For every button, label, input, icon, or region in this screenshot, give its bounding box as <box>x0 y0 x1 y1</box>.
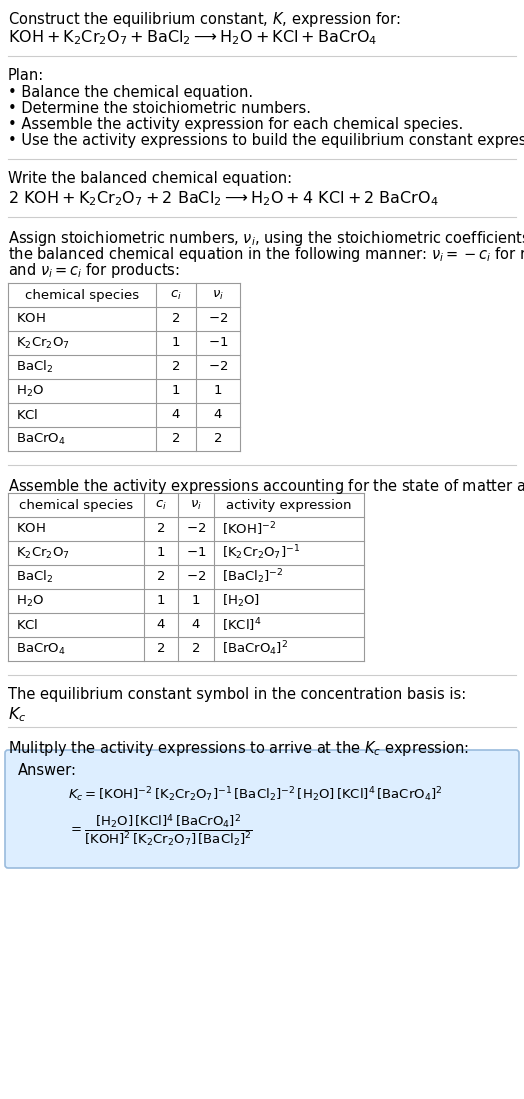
Bar <box>8 284 240 451</box>
Text: The equilibrium constant symbol in the concentration basis is:: The equilibrium constant symbol in the c… <box>8 687 466 702</box>
Text: $-2$: $-2$ <box>186 570 206 584</box>
Text: $K_c = [\mathrm{KOH}]^{-2}\,[\mathrm{K_2Cr_2O_7}]^{-1}\,[\mathrm{BaCl_2}]^{-2}\,: $K_c = [\mathrm{KOH}]^{-2}\,[\mathrm{K_2… <box>68 785 443 803</box>
Text: Mulitply the activity expressions to arrive at the $K_c$ expression:: Mulitply the activity expressions to arr… <box>8 739 469 758</box>
Text: 1: 1 <box>157 595 165 608</box>
Text: $\mathrm{KCl}$: $\mathrm{KCl}$ <box>16 408 38 422</box>
Text: 2: 2 <box>172 312 180 325</box>
Text: 1: 1 <box>214 385 222 398</box>
Text: 4: 4 <box>157 619 165 632</box>
Text: Construct the equilibrium constant, $K$, expression for:: Construct the equilibrium constant, $K$,… <box>8 10 401 29</box>
Bar <box>8 493 364 660</box>
Text: $\mathrm{BaCl_2}$: $\mathrm{BaCl_2}$ <box>16 359 53 375</box>
Text: activity expression: activity expression <box>226 499 352 511</box>
Text: chemical species: chemical species <box>19 499 133 511</box>
Text: 1: 1 <box>192 595 200 608</box>
Text: $-2$: $-2$ <box>186 522 206 535</box>
Text: $\mathrm{BaCl_2}$: $\mathrm{BaCl_2}$ <box>16 569 53 585</box>
Text: 2: 2 <box>157 570 165 584</box>
Text: $\nu_i$: $\nu_i$ <box>190 499 202 511</box>
Text: $c_i$: $c_i$ <box>170 288 182 301</box>
Text: $\mathrm{KCl}$: $\mathrm{KCl}$ <box>16 618 38 632</box>
Text: Assign stoichiometric numbers, $\nu_i$, using the stoichiometric coefficients, $: Assign stoichiometric numbers, $\nu_i$, … <box>8 229 524 248</box>
Text: the balanced chemical equation in the following manner: $\nu_i = -c_i$ for react: the balanced chemical equation in the fo… <box>8 245 524 264</box>
Text: 1: 1 <box>172 385 180 398</box>
Text: $[\mathrm{KOH}]^{-2}$: $[\mathrm{KOH}]^{-2}$ <box>222 520 276 537</box>
Text: 4: 4 <box>192 619 200 632</box>
Text: $[\mathrm{K_2Cr_2O_7}]^{-1}$: $[\mathrm{K_2Cr_2O_7}]^{-1}$ <box>222 544 300 563</box>
Text: $\mathrm{H_2O}$: $\mathrm{H_2O}$ <box>16 384 44 399</box>
Text: 2: 2 <box>157 522 165 535</box>
Text: 4: 4 <box>214 409 222 422</box>
Text: 4: 4 <box>172 409 180 422</box>
Text: $\mathrm{BaCrO_4}$: $\mathrm{BaCrO_4}$ <box>16 432 66 446</box>
Text: $-1$: $-1$ <box>186 546 206 559</box>
Text: • Use the activity expressions to build the equilibrium constant expression.: • Use the activity expressions to build … <box>8 133 524 148</box>
Text: $\mathrm{KOH + K_2Cr_2O_7 + BaCl_2 \longrightarrow H_2O + KCl + BaCrO_4}$: $\mathrm{KOH + K_2Cr_2O_7 + BaCl_2 \long… <box>8 27 377 46</box>
Text: 2: 2 <box>157 643 165 655</box>
Text: $\mathrm{2\ KOH + K_2Cr_2O_7 + 2\ BaCl_2 \longrightarrow H_2O + 4\ KCl + 2\ BaCr: $\mathrm{2\ KOH + K_2Cr_2O_7 + 2\ BaCl_2… <box>8 189 439 208</box>
Text: • Assemble the activity expression for each chemical species.: • Assemble the activity expression for e… <box>8 116 463 132</box>
Text: 2: 2 <box>172 433 180 445</box>
Text: $\mathrm{K_2Cr_2O_7}$: $\mathrm{K_2Cr_2O_7}$ <box>16 335 70 351</box>
Text: $\nu_i$: $\nu_i$ <box>212 288 224 301</box>
Text: $-1$: $-1$ <box>208 336 228 349</box>
Text: 1: 1 <box>172 336 180 349</box>
Text: $= \dfrac{[\mathrm{H_2O}]\,[\mathrm{KCl}]^4\,[\mathrm{BaCrO_4}]^2}{[\mathrm{KOH}: $= \dfrac{[\mathrm{H_2O}]\,[\mathrm{KCl}… <box>68 813 253 850</box>
Text: $\mathrm{KOH}$: $\mathrm{KOH}$ <box>16 522 46 535</box>
FancyBboxPatch shape <box>5 750 519 868</box>
Text: $-2$: $-2$ <box>208 312 228 325</box>
Text: and $\nu_i = c_i$ for products:: and $\nu_i = c_i$ for products: <box>8 260 180 280</box>
Text: $[\mathrm{BaCl_2}]^{-2}$: $[\mathrm{BaCl_2}]^{-2}$ <box>222 568 283 587</box>
Text: $[\mathrm{H_2O}]$: $[\mathrm{H_2O}]$ <box>222 593 260 609</box>
Text: Write the balanced chemical equation:: Write the balanced chemical equation: <box>8 171 292 186</box>
Text: $[\mathrm{KCl}]^4$: $[\mathrm{KCl}]^4$ <box>222 617 261 634</box>
Text: Answer:: Answer: <box>18 763 77 778</box>
Text: $-2$: $-2$ <box>208 360 228 374</box>
Text: $\mathrm{BaCrO_4}$: $\mathrm{BaCrO_4}$ <box>16 642 66 656</box>
Text: $c_i$: $c_i$ <box>155 499 167 511</box>
Text: $\mathrm{KOH}$: $\mathrm{KOH}$ <box>16 312 46 325</box>
Text: chemical species: chemical species <box>25 289 139 301</box>
Text: Assemble the activity expressions accounting for the state of matter and $\nu_i$: Assemble the activity expressions accoun… <box>8 477 524 496</box>
Text: $\mathrm{H_2O}$: $\mathrm{H_2O}$ <box>16 593 44 609</box>
Text: 1: 1 <box>157 546 165 559</box>
Text: 2: 2 <box>172 360 180 374</box>
Text: • Balance the chemical equation.: • Balance the chemical equation. <box>8 85 253 100</box>
Text: Plan:: Plan: <box>8 68 44 84</box>
Text: $[\mathrm{BaCrO_4}]^2$: $[\mathrm{BaCrO_4}]^2$ <box>222 640 288 658</box>
Text: 2: 2 <box>192 643 200 655</box>
Text: 2: 2 <box>214 433 222 445</box>
Text: $K_c$: $K_c$ <box>8 704 26 724</box>
Text: • Determine the stoichiometric numbers.: • Determine the stoichiometric numbers. <box>8 101 311 116</box>
Text: $\mathrm{K_2Cr_2O_7}$: $\mathrm{K_2Cr_2O_7}$ <box>16 545 70 560</box>
